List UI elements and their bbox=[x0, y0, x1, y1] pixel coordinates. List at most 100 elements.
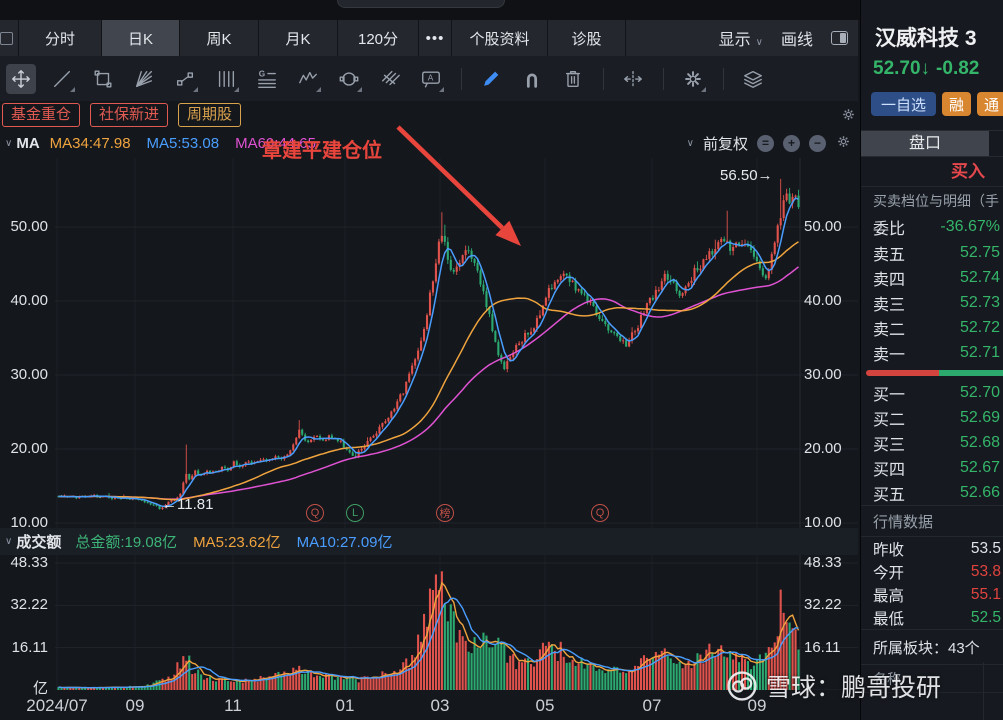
drawline-button[interactable]: 画线 bbox=[780, 32, 813, 49]
bid-ask-ratio-bar bbox=[866, 370, 1003, 376]
move-tool-icon[interactable] bbox=[6, 63, 36, 94]
quote-data-title: 行情数据 bbox=[861, 505, 1003, 537]
extra-tab-1[interactable]: 个股资料 bbox=[452, 20, 547, 56]
magnet-tool-icon[interactable] bbox=[517, 64, 547, 94]
quote-row-2: 今开 53.8 bbox=[873, 562, 1001, 582]
more-periods-button[interactable]: ••• bbox=[419, 20, 451, 56]
segment-tool-icon[interactable] bbox=[170, 64, 200, 94]
indicator-bar: ∨ MA MA34:47.98 MA5:53.08 MA60:44.65 ∨ 前复权… bbox=[0, 130, 858, 156]
margin-badge[interactable]: 融 bbox=[942, 92, 972, 116]
ask-level-2[interactable]: 卖四 52.74 bbox=[873, 268, 1000, 289]
time-axis-label: 05 bbox=[535, 696, 555, 715]
period-tab-5[interactable]: 120分 bbox=[338, 20, 418, 56]
floating-bar-remnant bbox=[337, 0, 505, 8]
rectangle-tool-icon[interactable] bbox=[88, 64, 118, 94]
weibi-row: 委比 -36.67% bbox=[873, 218, 1000, 238]
zoom-in-button[interactable]: + bbox=[783, 134, 800, 152]
bid-level-2[interactable]: 买二 52.69 bbox=[873, 408, 1000, 429]
ma-value-3[interactable]: MA60:44.65 bbox=[235, 134, 316, 152]
volume-title[interactable]: 成交额 bbox=[16, 534, 62, 551]
tab-order-book[interactable]: 盘口 bbox=[861, 131, 989, 156]
event-badge[interactable]: 榜 bbox=[436, 504, 454, 522]
svg-text:A: A bbox=[428, 73, 434, 82]
bid-level-1[interactable]: 买一 52.70 bbox=[873, 383, 1000, 404]
svg-text:G: G bbox=[259, 69, 265, 78]
period-tab-3[interactable]: 周K bbox=[180, 20, 258, 56]
bid-level-3[interactable]: 买三 52.68 bbox=[873, 433, 1000, 454]
compare-button[interactable]: = bbox=[757, 134, 774, 152]
panel-toggle-icon[interactable] bbox=[831, 31, 848, 45]
watchlist-button[interactable]: 一自选 bbox=[871, 92, 937, 116]
volume-value-2: MA5:23.62亿 bbox=[193, 534, 281, 551]
pencil-tool-icon[interactable] bbox=[476, 64, 506, 94]
ask-level-3[interactable]: 卖三 52.73 bbox=[873, 293, 1000, 314]
vertical-lines-tool-icon[interactable] bbox=[211, 64, 241, 94]
text-label-tool-icon[interactable]: A bbox=[416, 64, 446, 94]
ask-level-5[interactable]: 卖一 52.71 bbox=[873, 343, 1000, 364]
stock-tag-1[interactable]: 基金重仓 bbox=[2, 103, 81, 127]
event-badge[interactable]: L bbox=[346, 504, 364, 522]
ask-level-1[interactable]: 卖五 52.75 bbox=[873, 243, 1000, 264]
main-chart-canvas[interactable] bbox=[0, 0, 860, 720]
weibi-value: -36.67% bbox=[940, 218, 1000, 235]
annotation-text: 章建平建仓位 bbox=[262, 140, 382, 162]
stock-tags: 基金重仓 社保新进 周期股 bbox=[2, 103, 242, 127]
period-tab-4[interactable]: 月K bbox=[259, 20, 337, 56]
event-badge[interactable]: Q bbox=[306, 504, 324, 522]
stock-tag-2[interactable]: 社保新进 bbox=[90, 103, 169, 127]
watermark-text: 雪球：鹏哥投研 bbox=[766, 674, 942, 702]
high-price-marker: 56.50→ bbox=[720, 167, 773, 184]
indicator-name[interactable]: MA bbox=[16, 134, 40, 152]
stock-name: 汉威科技 3 bbox=[875, 27, 977, 50]
sector-row[interactable]: 芯片概念 bbox=[861, 692, 1003, 720]
period-tab-1[interactable]: 分时 bbox=[19, 20, 101, 56]
trash-tool-icon[interactable] bbox=[558, 64, 588, 94]
layers-tool-icon[interactable] bbox=[738, 64, 768, 94]
price-axis-label: 10.00 bbox=[10, 514, 48, 531]
buy-button[interactable]: 买入 bbox=[951, 162, 985, 181]
top-strip bbox=[0, 0, 1003, 20]
price-axis-label: 20.00 bbox=[804, 440, 842, 457]
bid-level-4[interactable]: 买四 52.67 bbox=[873, 458, 1000, 479]
chevron-down-icon[interactable]: ∨ bbox=[686, 137, 694, 149]
chevron-down-icon[interactable]: ∨ bbox=[5, 137, 13, 149]
time-axis-label: 03 bbox=[430, 696, 450, 715]
connect-badge[interactable]: 通 bbox=[977, 92, 1003, 116]
ask-level-4[interactable]: 卖二 52.72 bbox=[873, 318, 1000, 339]
extra-tab-2[interactable]: 诊股 bbox=[548, 20, 625, 56]
volume-axis-label: 16.11 bbox=[11, 638, 48, 656]
chart-settings-gear-icon[interactable] bbox=[835, 133, 852, 154]
stock-tag-3[interactable]: 周期股 bbox=[178, 103, 242, 127]
split-tool-icon[interactable] bbox=[618, 64, 648, 94]
bid-levels: 买一 52.70 买二 52.69 买三 52.68 买四 52.67 买五 52.66 bbox=[861, 380, 1003, 505]
xaxis-strip bbox=[0, 690, 858, 720]
zoom-out-button[interactable]: − bbox=[809, 134, 826, 152]
tags-settings-gear-icon[interactable] bbox=[840, 106, 857, 128]
ma-value-1[interactable]: MA34:47.98 bbox=[49, 134, 131, 152]
period-tabs: 分时 日K 周K 月K 120分 bbox=[19, 20, 418, 56]
collapse-panel-icon[interactable] bbox=[0, 20, 18, 56]
extra-tabs: 个股资料 诊股 bbox=[452, 20, 625, 56]
event-badge[interactable]: Q bbox=[591, 504, 609, 522]
display-menu[interactable]: 显示 ∨ bbox=[718, 32, 763, 49]
toolbar-right-group: 显示 ∨ 画线 bbox=[626, 20, 858, 56]
ma-value-2[interactable]: MA5:53.08 bbox=[146, 134, 220, 152]
price-axis-label: 20.00 bbox=[10, 440, 48, 457]
cycle-tool-icon[interactable] bbox=[334, 64, 364, 94]
chevron-down-icon[interactable]: ∨ bbox=[5, 536, 13, 547]
gann-fan-tool-icon[interactable] bbox=[129, 64, 159, 94]
time-axis-label: 2024/07 bbox=[26, 696, 88, 715]
time-axis-label: 01 bbox=[335, 696, 355, 715]
volume-value-3: MA10:27.09亿 bbox=[296, 534, 393, 551]
bid-level-5[interactable]: 买五 52.66 bbox=[873, 483, 1000, 504]
period-tab-2[interactable]: 日K bbox=[102, 20, 179, 56]
wave-tool-icon[interactable] bbox=[293, 64, 323, 94]
settings-tool-icon[interactable] bbox=[678, 64, 708, 94]
time-axis-label: 09 bbox=[747, 696, 767, 715]
trendline-tool-icon[interactable] bbox=[47, 64, 77, 94]
adjust-mode-button[interactable]: 前复权 bbox=[702, 135, 748, 153]
pitchfork-tool-icon[interactable] bbox=[375, 64, 405, 94]
gann-lines-tool-icon[interactable]: G bbox=[252, 64, 282, 94]
sectors-link[interactable]: 所属板块：43个 bbox=[861, 629, 1003, 664]
